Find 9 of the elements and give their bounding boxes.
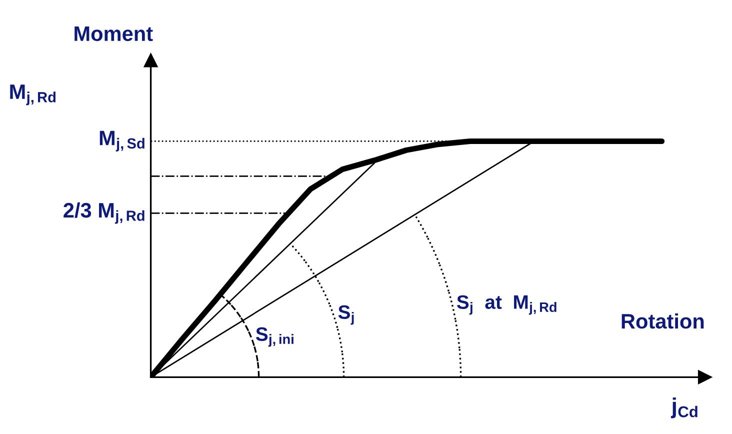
chart-title: Moment <box>74 26 153 42</box>
x-axis-title: Rotation <box>622 313 704 329</box>
annotation: S$_{j}$ at M$_{j,Rd}$ <box>456 295 556 315</box>
ref-line-label: 2/3 M$_{j,Rd}$ <box>64 202 144 224</box>
text: M$_{j,Rd}$ <box>10 84 56 106</box>
annotation: S$_{j}$ <box>338 305 354 325</box>
annotation: S$_{j,ini}$ <box>256 327 294 347</box>
text: j$_{Cd}$ <box>670 398 698 418</box>
ref-line-label: M$_{j,Sd}$ <box>100 130 144 152</box>
